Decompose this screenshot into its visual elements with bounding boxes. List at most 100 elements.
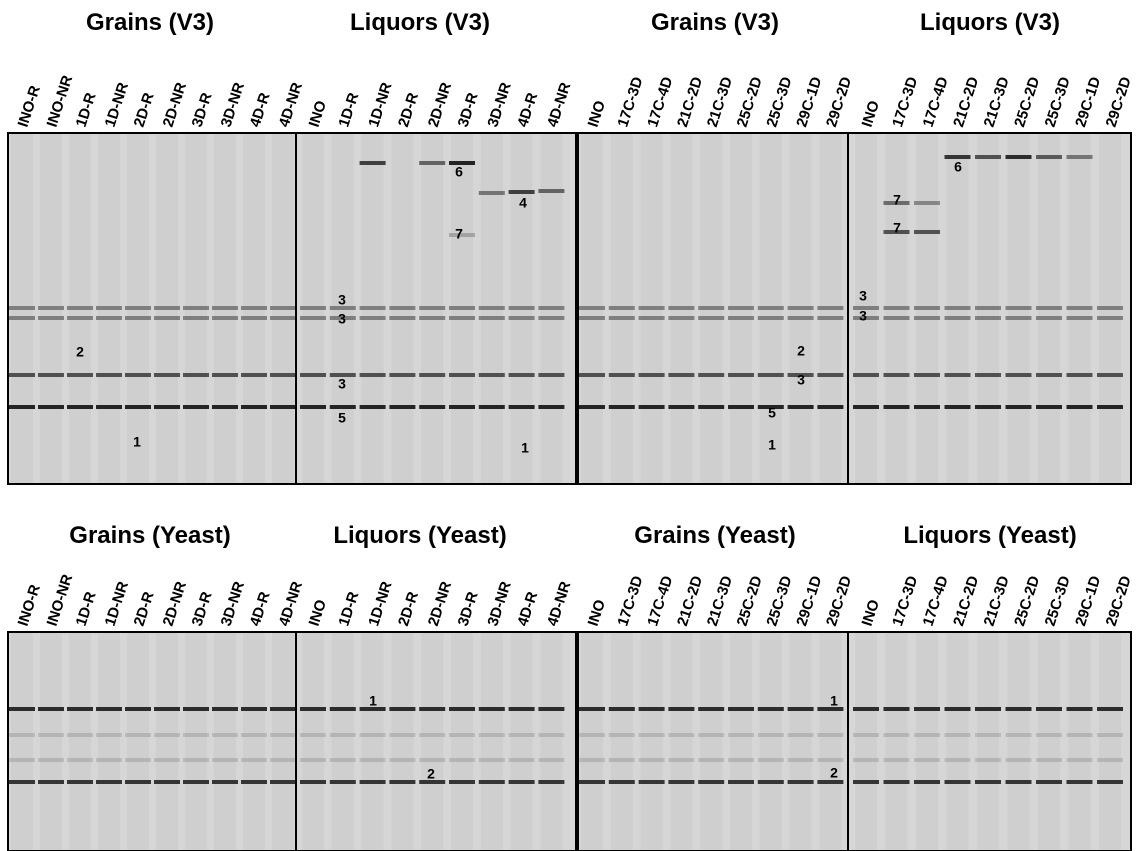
band [914, 780, 940, 784]
band [67, 373, 93, 377]
band [478, 758, 505, 762]
band [241, 316, 267, 320]
band [212, 306, 238, 310]
band [154, 707, 180, 711]
band [125, 707, 151, 711]
lane [640, 632, 663, 851]
band [300, 405, 326, 409]
band [1097, 373, 1123, 377]
lane [272, 632, 294, 851]
band-label: 3 [338, 376, 346, 392]
lane [98, 133, 120, 484]
band-label: 7 [893, 220, 901, 236]
lane [214, 632, 236, 851]
lane-label: 17C-4D [920, 75, 952, 130]
band-label: 1 [768, 437, 776, 453]
band [914, 230, 940, 234]
band [1097, 707, 1123, 711]
band [38, 306, 64, 310]
band [668, 780, 695, 784]
band [608, 758, 635, 762]
band [698, 707, 725, 711]
band [300, 733, 326, 737]
lane-label: 4D-NR [544, 80, 574, 129]
band [638, 780, 665, 784]
band [1036, 316, 1062, 320]
band [9, 373, 35, 377]
band [9, 316, 35, 320]
band [212, 373, 238, 377]
band [975, 780, 1001, 784]
lane-label: 4D-NR [276, 80, 306, 129]
band [787, 373, 814, 377]
lane-label: 17C-3D [614, 75, 646, 130]
band [1005, 316, 1032, 320]
band [1036, 155, 1062, 159]
lane-label: INO-NR [44, 572, 77, 628]
gel-frame [577, 631, 1132, 851]
lane [214, 133, 236, 484]
lane [946, 133, 969, 484]
band [668, 758, 695, 762]
band [389, 780, 416, 784]
band [449, 161, 475, 165]
band [538, 707, 565, 711]
lane [610, 632, 633, 851]
lane [243, 632, 265, 851]
band [728, 405, 754, 409]
band-label: 2 [830, 765, 838, 781]
band-label: 2 [76, 344, 84, 360]
band [9, 758, 35, 762]
band [183, 733, 209, 737]
band-label: 5 [338, 410, 346, 426]
band [1005, 780, 1032, 784]
band [638, 733, 665, 737]
band [757, 758, 784, 762]
lane [156, 632, 178, 851]
band [638, 758, 665, 762]
gel-title: Liquors (V3) [920, 9, 1060, 36]
lane-label: 1D-R [335, 590, 362, 629]
band [125, 733, 151, 737]
band [1066, 405, 1093, 409]
band [241, 780, 267, 784]
band [668, 733, 695, 737]
band [579, 758, 605, 762]
band [212, 316, 238, 320]
band [638, 306, 665, 310]
band [757, 733, 784, 737]
band [608, 733, 635, 737]
band [38, 405, 64, 409]
band [38, 316, 64, 320]
band [449, 316, 475, 320]
band [728, 733, 754, 737]
lane-label: 3D-R [455, 91, 482, 130]
band [579, 707, 605, 711]
band [538, 758, 565, 762]
band-label: 1 [369, 693, 377, 709]
lane [11, 133, 33, 484]
band [359, 316, 386, 320]
band [9, 707, 35, 711]
band [1005, 306, 1032, 310]
band [96, 758, 122, 762]
band [270, 733, 296, 737]
lane-label: 2D-R [395, 590, 422, 629]
band [67, 780, 93, 784]
lane [451, 632, 473, 851]
band [698, 780, 725, 784]
lane-label: INO [585, 597, 610, 628]
band [914, 733, 940, 737]
band [1005, 707, 1032, 711]
band [154, 733, 180, 737]
lane-label: 4D-NR [276, 579, 306, 628]
band [757, 316, 784, 320]
band [96, 707, 122, 711]
band [212, 405, 238, 409]
band [698, 405, 725, 409]
lane [1007, 133, 1030, 484]
lane-label: 29C-2D [1103, 75, 1135, 130]
band [787, 733, 814, 737]
lane-label: 4D-NR [544, 579, 574, 628]
lane [730, 632, 752, 851]
